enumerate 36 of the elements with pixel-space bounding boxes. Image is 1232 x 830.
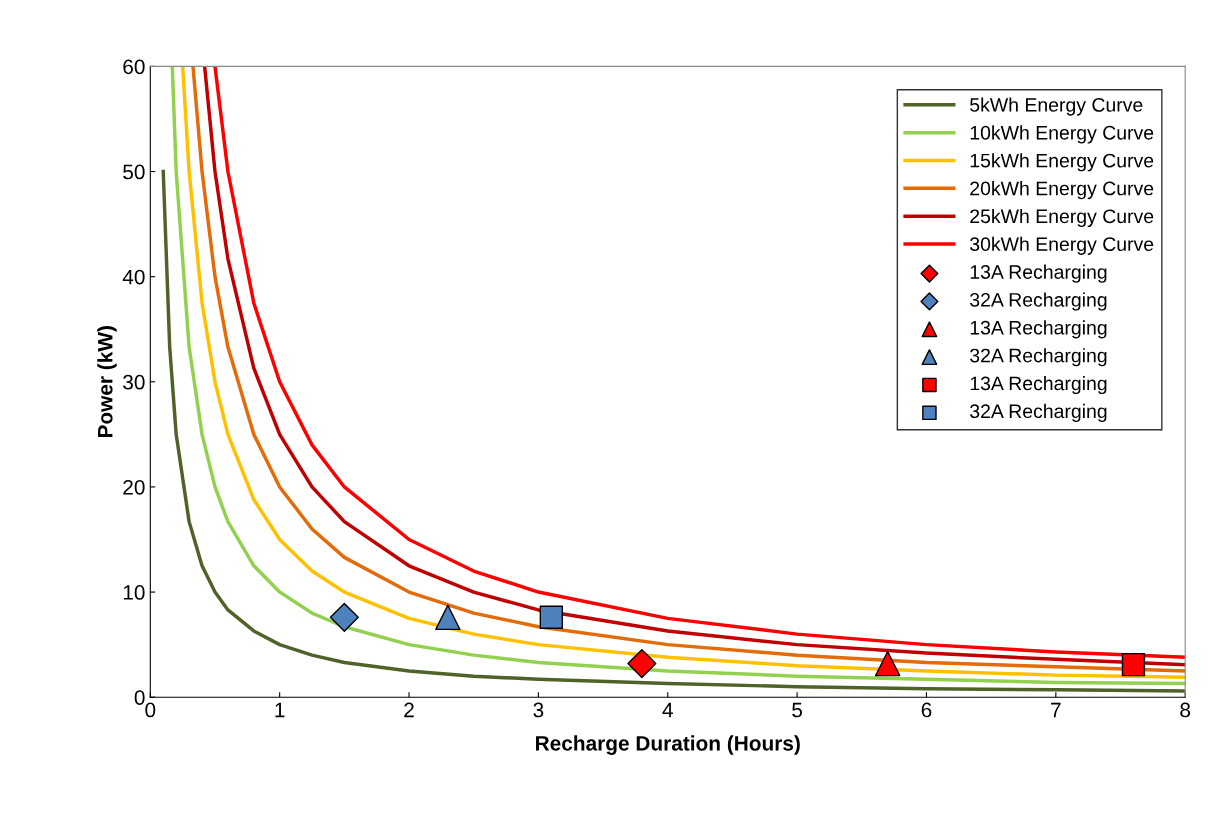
point: [1121, 652, 1146, 677]
x-tick-label: 6: [921, 702, 932, 718]
legend-label: 32A Recharging: [970, 348, 1107, 367]
legend-label: 13A Recharging: [970, 264, 1107, 283]
x-tick-label: 8: [1180, 702, 1191, 718]
legend-label: 30kWh Energy Curve: [970, 236, 1154, 255]
point: [539, 605, 563, 629]
legend-label: 15kWh Energy Curve: [970, 153, 1154, 172]
legend-label: 20kWh Energy Curve: [970, 181, 1154, 200]
y-tick-label: 60: [123, 59, 145, 75]
y-tick-label: 50: [123, 164, 145, 180]
y-tick-label: 10: [123, 585, 145, 600]
point: [329, 602, 359, 632]
point: [874, 650, 901, 677]
x-tick-label: 2: [404, 702, 414, 718]
x-tick-label: 0: [145, 702, 156, 718]
legend-label: 32A Recharging: [970, 403, 1107, 422]
y-tick-label: 40: [122, 269, 145, 285]
x-axis-title: Recharge Duration (Hours): [536, 735, 800, 755]
x-tick-label: 7: [1051, 702, 1061, 718]
y-tick-label: 20: [123, 479, 145, 495]
x-tick-label: 4: [662, 702, 673, 718]
legend-label: 13A Recharging: [970, 375, 1107, 395]
y-axis-title: Power (kW): [97, 326, 117, 438]
point: [435, 604, 461, 631]
x-tick-label: 1: [275, 702, 285, 718]
y-tick-label: 30: [123, 374, 145, 390]
point: [627, 648, 657, 679]
y-tick-label: 0: [134, 690, 145, 705]
legend-label: 13A Recharging: [970, 320, 1107, 339]
legend-label: 25kWh Energy Curve: [970, 208, 1154, 228]
x-tick-label: 3: [533, 702, 544, 718]
x-tick-label: 5: [792, 702, 803, 718]
legend-label: 32A Recharging: [970, 292, 1107, 311]
legend-label: 10kWh Energy Curve: [970, 125, 1154, 144]
legend-label: 5kWh Energy Curve: [970, 97, 1143, 116]
